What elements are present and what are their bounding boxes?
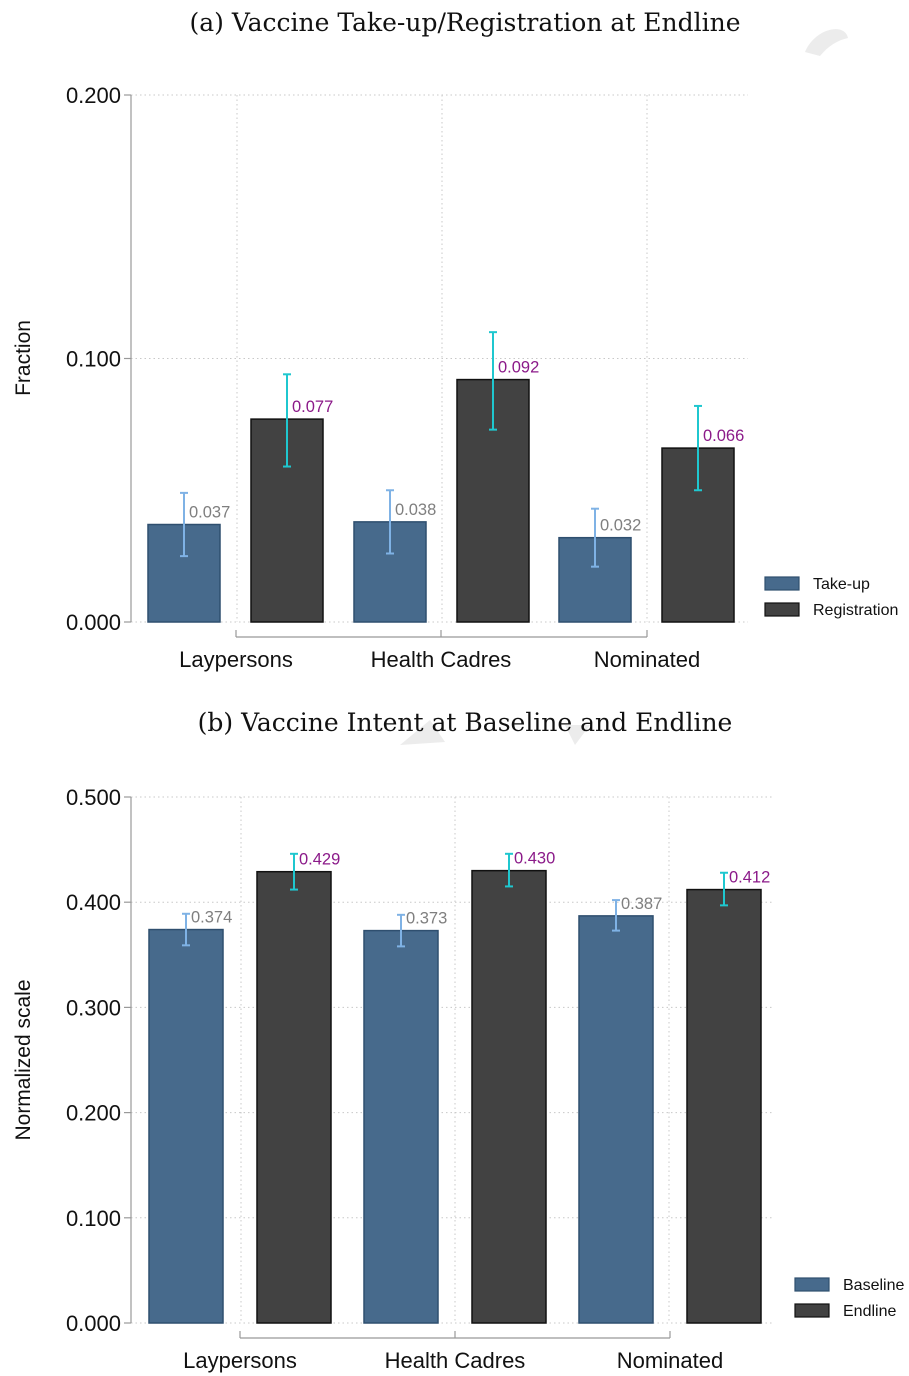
- chart-b-data-label: 0.374: [191, 909, 232, 927]
- chart-a-category-label: Nominated: [594, 647, 700, 672]
- watermark-shape-top: [805, 29, 848, 56]
- chart-b-category-label: Nominated: [617, 1348, 723, 1373]
- chart-a-legend-label: Take-up: [813, 576, 870, 593]
- chart-a-data-label: 0.032: [600, 517, 641, 535]
- chart-b-category-label: Laypersons: [183, 1348, 297, 1373]
- watermark-shape-mid2: [565, 725, 590, 745]
- chart-b-data-label: 0.429: [299, 851, 340, 869]
- chart-b-bar: [363, 929, 439, 1324]
- chart-b-legend-label: Baseline: [843, 1277, 904, 1294]
- chart-b-bar: [256, 870, 332, 1324]
- chart-b-legend-swatch: [794, 1303, 830, 1318]
- chart-a-data-label: 0.038: [395, 501, 436, 519]
- chart-a-category-label: Health Cadres: [371, 647, 512, 672]
- chart-a-ytick-label: 0.000: [66, 610, 121, 635]
- chart-a-data-label: 0.092: [498, 359, 539, 377]
- watermark-shape-mid: [400, 720, 445, 745]
- chart-b-data-label: 0.373: [406, 910, 447, 928]
- chart-a-legend-label: Registration: [813, 602, 898, 619]
- chart-b-ytick-label: 0.300: [66, 995, 121, 1020]
- chart-b-bar: [686, 888, 762, 1324]
- chart-a-ytick-label: 0.200: [66, 83, 121, 108]
- chart-b-ytick-label: 0.000: [66, 1311, 121, 1336]
- chart-b-bar: [148, 928, 224, 1324]
- chart-a-ylabel: Fraction: [12, 320, 35, 396]
- chart-b-data-label: 0.430: [514, 850, 555, 868]
- chart-b-ytick-label: 0.400: [66, 890, 121, 915]
- chart-vaccine-intent: (b) Vaccine Intent at Baseline and Endli…: [12, 708, 904, 1373]
- chart-b-ytick-label: 0.500: [66, 785, 121, 810]
- chart-a-legend-swatch: [764, 576, 800, 591]
- chart-a-ytick-label: 0.100: [66, 347, 121, 372]
- chart-a-data-label: 0.037: [189, 504, 230, 522]
- chart-a-legend-swatch: [764, 602, 800, 617]
- chart-b-title: (b) Vaccine Intent at Baseline and Endli…: [198, 708, 733, 737]
- chart-a-data-label: 0.077: [292, 398, 333, 416]
- chart-b-data-label: 0.387: [621, 895, 662, 913]
- chart-b-category-label: Health Cadres: [385, 1348, 526, 1373]
- chart-a-bar: [558, 536, 632, 623]
- chart-b-ytick-label: 0.100: [66, 1206, 121, 1231]
- chart-b-ylabel: Normalized scale: [12, 979, 35, 1140]
- chart-a-title: (a) Vaccine Take-up/Registration at Endl…: [189, 8, 740, 37]
- chart-b-legend-label: Endline: [843, 1303, 896, 1320]
- chart-b-legend-swatch: [794, 1277, 830, 1292]
- chart-b-bar: [578, 915, 654, 1324]
- chart-a-category-label: Laypersons: [179, 647, 293, 672]
- chart-take-up-registration: (a) Vaccine Take-up/Registration at Endl…: [12, 8, 898, 672]
- chart-b-data-label: 0.412: [729, 869, 770, 887]
- chart-b-ytick-label: 0.200: [66, 1101, 121, 1126]
- chart-b-bar: [471, 869, 547, 1324]
- chart-a-data-label: 0.066: [703, 427, 744, 445]
